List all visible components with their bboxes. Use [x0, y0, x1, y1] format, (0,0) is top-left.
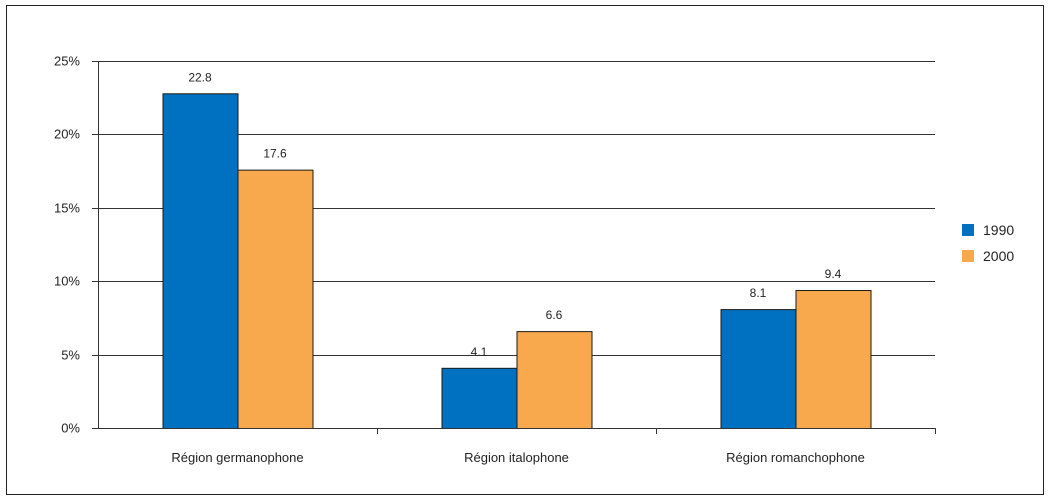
- bar-2000-3: [795, 290, 872, 429]
- legend-label: 1990: [983, 222, 1014, 238]
- category-label: Région italophone: [464, 450, 569, 465]
- data-label: 4.1: [471, 345, 488, 359]
- y-tick-label: 15%: [54, 201, 80, 216]
- y-tick-label: 25%: [54, 54, 80, 69]
- bar-2000-2: [516, 331, 593, 429]
- category-label: Région germanophone: [171, 450, 303, 465]
- y-tick-label: 20%: [54, 127, 80, 142]
- bar-2000-1: [237, 169, 314, 430]
- bar-1990-3: [720, 309, 797, 430]
- data-label: 17.6: [263, 147, 287, 161]
- data-label: 9.4: [825, 267, 842, 281]
- legend-label: 2000: [983, 248, 1014, 264]
- y-tick-label: 5%: [61, 348, 80, 363]
- category-label: Région romanchophone: [726, 450, 865, 465]
- chart-frame: [6, 5, 1044, 495]
- legend-swatch-2000: [962, 250, 974, 262]
- bar-1990-1: [162, 93, 239, 430]
- legend-swatch-1990: [962, 224, 974, 236]
- data-label: 8.1: [750, 286, 767, 300]
- y-tick-label: 0%: [61, 421, 80, 436]
- y-tick-label: 10%: [54, 274, 80, 289]
- data-label: 6.6: [546, 308, 563, 322]
- bar-1990-2: [441, 367, 518, 430]
- data-label: 22.8: [188, 70, 212, 84]
